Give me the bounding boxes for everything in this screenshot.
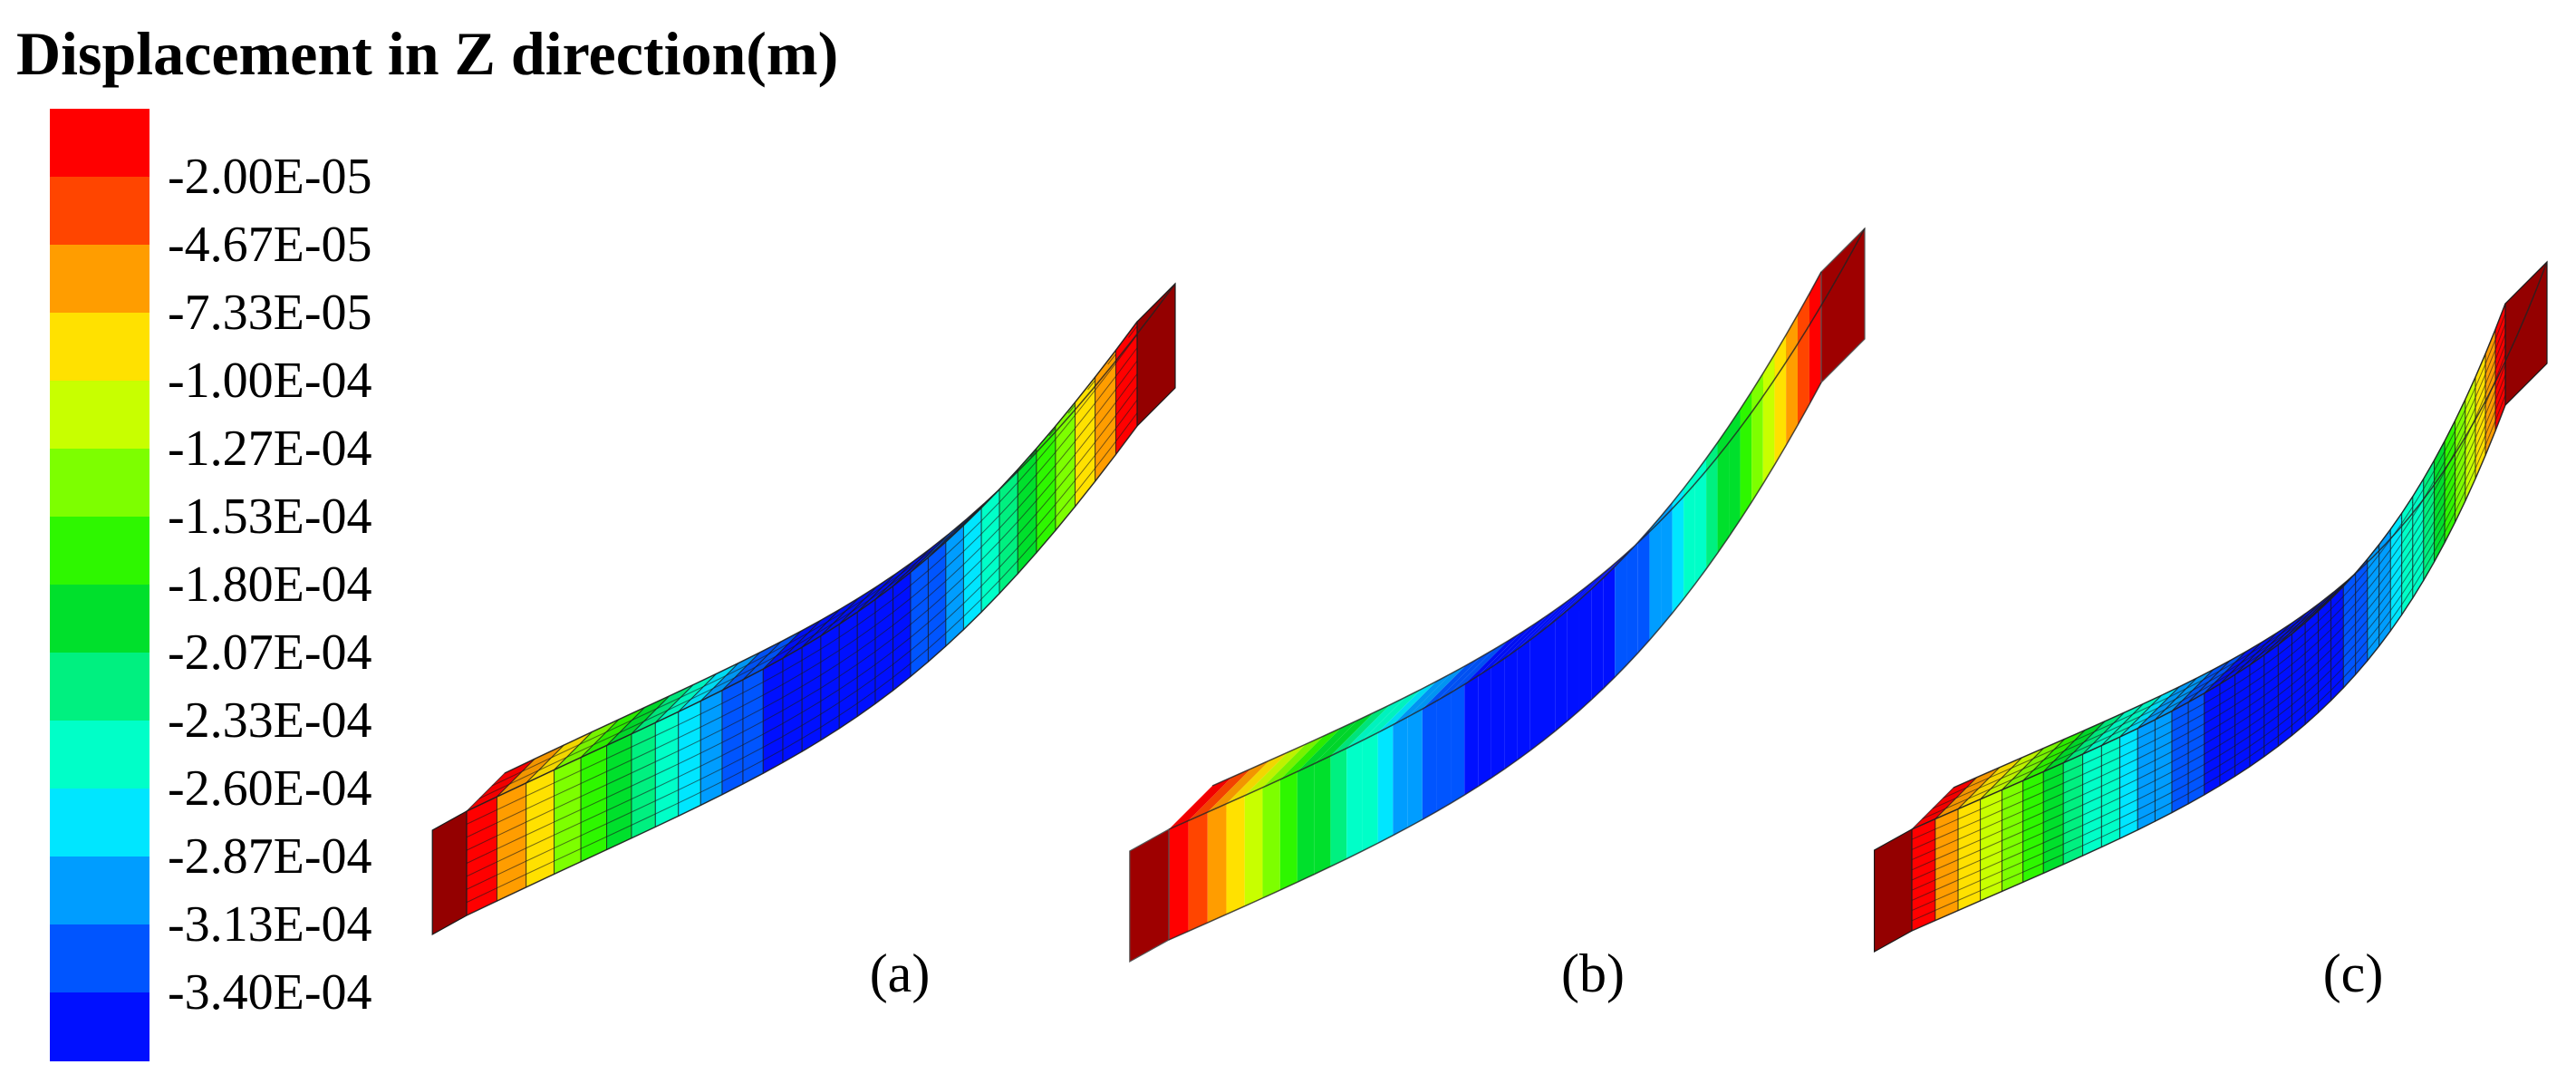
legend-label-1: -2.00E-05	[168, 149, 372, 205]
legend-swatch-10	[50, 721, 150, 789]
legend-label-12: -3.13E-04	[168, 896, 372, 953]
legend-label-10: -2.60E-04	[168, 760, 372, 817]
legend-label-11: -2.87E-04	[168, 828, 372, 885]
legend-swatch-11	[50, 789, 150, 857]
beam-panel-c	[1874, 260, 2548, 953]
legend-swatch-9	[50, 653, 150, 721]
legend-swatch-6	[50, 449, 150, 518]
beam-panel-a	[431, 282, 1176, 936]
legend-swatch-8	[50, 585, 150, 653]
legend-swatch-3	[50, 245, 150, 314]
legend-swatch-5	[50, 381, 150, 450]
panel-label-c: (c)	[2322, 944, 2384, 1003]
figure-title: Displacement in Z direction(m)	[16, 19, 839, 88]
panel-label-b: (b)	[1561, 944, 1625, 1003]
legend-swatch-4	[50, 313, 150, 382]
legend-label-5: -1.27E-04	[168, 421, 372, 477]
color-legend: -2.00E-05 -4.67E-05 -7.33E-05 -1.00E-04 -1.2…	[50, 109, 372, 1061]
panel-label-a: (a)	[869, 944, 931, 1003]
legend-swatch-13	[50, 924, 150, 993]
legend-swatch-7	[50, 517, 150, 586]
legend-label-3: -7.33E-05	[168, 285, 372, 341]
legend-label-2: -4.67E-05	[168, 217, 372, 273]
legend-swatch-12	[50, 857, 150, 925]
beam-panel-b	[1129, 227, 1866, 963]
legend-label-9: -2.33E-04	[168, 692, 372, 749]
legend-label-13: -3.40E-04	[168, 964, 372, 1021]
legend-label-6: -1.53E-04	[168, 489, 372, 545]
legend-label-8: -2.07E-04	[168, 624, 372, 681]
legend-label-7: -1.80E-04	[168, 557, 372, 613]
legend-label-4: -1.00E-04	[168, 353, 372, 409]
legend-swatch-2	[50, 177, 150, 246]
legend-swatch-14	[50, 992, 150, 1061]
legend-swatch-1	[50, 109, 150, 178]
